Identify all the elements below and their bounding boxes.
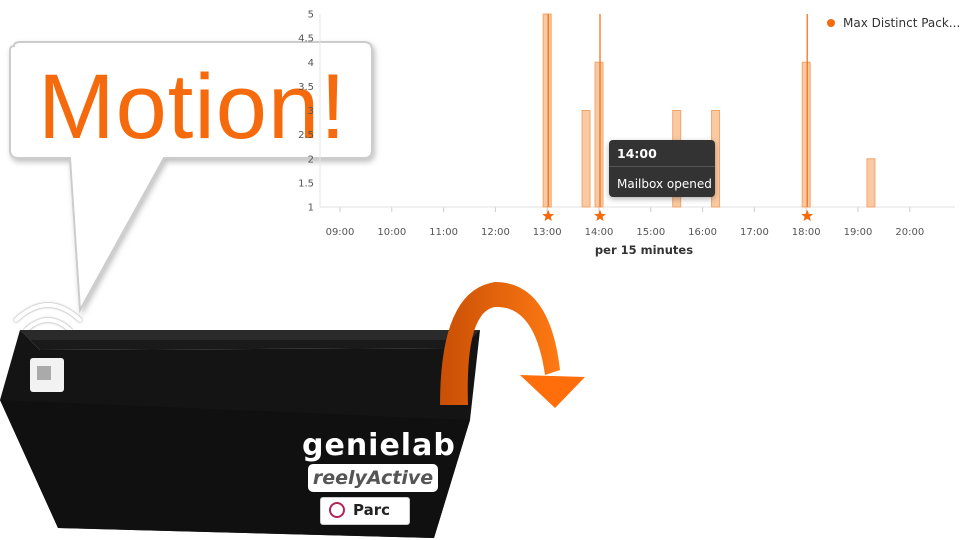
x-tick-label: 15:00 [636, 227, 665, 238]
tooltip-divider [609, 166, 715, 167]
bar[interactable] [542, 13, 552, 208]
x-tick-label: 17:00 [740, 227, 769, 238]
legend-label: Max Distinct Pack... [843, 16, 960, 30]
y-tick-label: 2 [308, 154, 314, 165]
legend[interactable]: Max Distinct Pack... [827, 16, 960, 30]
x-tick-label: 20:00 [895, 227, 924, 238]
chart: 1 1.5 2 2.5 3 3.5 4 4.5 5 09:00 10:00 11:00 12:00 13… [298, 10, 960, 258]
x-tick-label: 11:00 [429, 227, 458, 238]
annotation-star-icon[interactable] [594, 209, 606, 222]
y-tick-label: 1 [308, 203, 314, 214]
curved-arrow-icon [440, 282, 585, 408]
y-tick-label: 3.5 [298, 82, 314, 93]
x-tick-label: 09:00 [326, 227, 355, 238]
parc-logo-icon [329, 502, 345, 518]
x-tick-label: 19:00 [844, 227, 873, 238]
annotation-tooltip: 14:00 Mailbox opened [609, 140, 715, 197]
x-tick-label: 16:00 [688, 227, 717, 238]
bar[interactable] [581, 110, 591, 208]
genielab-label: genielab [302, 428, 456, 463]
annotation-star-icon[interactable] [542, 209, 555, 222]
motion-text: Motion! [38, 56, 347, 158]
x-tick-label: 10:00 [377, 227, 406, 238]
bar[interactable] [866, 158, 876, 208]
x-tick-label: 14:00 [585, 227, 614, 238]
reelyactive-label: reelyActive [308, 464, 438, 492]
tooltip-text: Mailbox opened [617, 177, 712, 191]
x-axis-label: per 15 minutes [595, 243, 693, 257]
annotation-star-icon[interactable] [801, 209, 814, 222]
y-tick-label: 5 [308, 10, 314, 21]
speech-bubble [9, 41, 373, 314]
y-tick-label: 3 [308, 106, 314, 117]
x-tick-label: 18:00 [792, 227, 821, 238]
parc-label: Parc [320, 497, 410, 525]
y-tick-label: 1.5 [298, 178, 314, 189]
bar[interactable] [594, 61, 604, 208]
legend-marker [827, 19, 835, 27]
tooltip-time: 14:00 [617, 146, 657, 161]
y-tick-label: 4.5 [298, 34, 314, 45]
y-tick-label: 4 [308, 58, 314, 69]
bar[interactable] [801, 61, 811, 208]
x-tick-label: 13:00 [533, 227, 562, 238]
x-tick-label: 12:00 [481, 227, 510, 238]
y-tick-label: 2.5 [298, 130, 314, 141]
